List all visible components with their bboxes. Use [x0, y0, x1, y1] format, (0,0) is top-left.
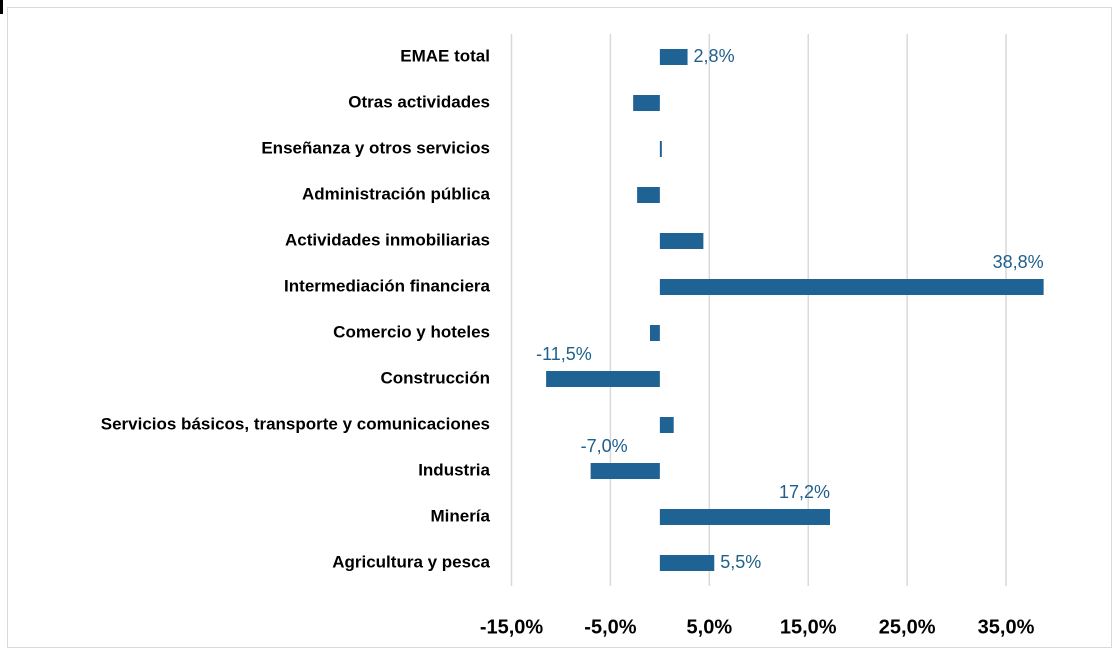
category-label: EMAE total [400, 46, 490, 65]
bar [590, 463, 660, 479]
corner-mark [0, 0, 3, 14]
x-tick-label: -15,0% [480, 616, 544, 638]
x-tick-label: 25,0% [879, 616, 936, 638]
x-tick-label: 5,0% [687, 616, 733, 638]
bar [659, 417, 674, 433]
category-label: Actividades inmobiliarias [285, 230, 490, 249]
bar [659, 49, 688, 65]
bar [659, 509, 830, 525]
x-tick-label: 15,0% [780, 616, 837, 638]
value-label: -11,5% [536, 344, 592, 364]
bar [659, 141, 662, 157]
bar [633, 95, 660, 111]
category-label: Administración pública [302, 184, 491, 203]
x-tick-label: -5,0% [584, 616, 636, 638]
value-label: 38,8% [993, 252, 1044, 272]
category-label: Intermediación financiera [284, 276, 490, 295]
value-label: -7,0% [581, 436, 628, 456]
category-label: Agricultura y pesca [332, 552, 490, 571]
category-label: Construcción [380, 368, 490, 387]
value-label: 17,2% [779, 482, 830, 502]
value-label: 5,5% [720, 552, 761, 572]
bar [649, 325, 660, 341]
bar [659, 279, 1044, 295]
category-label: Enseñanza y otros servicios [261, 138, 490, 157]
category-label: Industria [418, 460, 490, 479]
category-label: Minería [430, 506, 490, 525]
chart-frame [7, 7, 1112, 648]
value-label: 2,8% [694, 46, 735, 66]
bar [659, 555, 715, 571]
category-label: Otras actividades [348, 92, 490, 111]
bar [659, 233, 704, 249]
category-label: Comercio y hoteles [333, 322, 490, 341]
bar [546, 371, 660, 387]
bar [637, 187, 660, 203]
x-tick-label: 35,0% [978, 616, 1035, 638]
category-label: Servicios básicos, transporte y comunica… [101, 414, 490, 433]
